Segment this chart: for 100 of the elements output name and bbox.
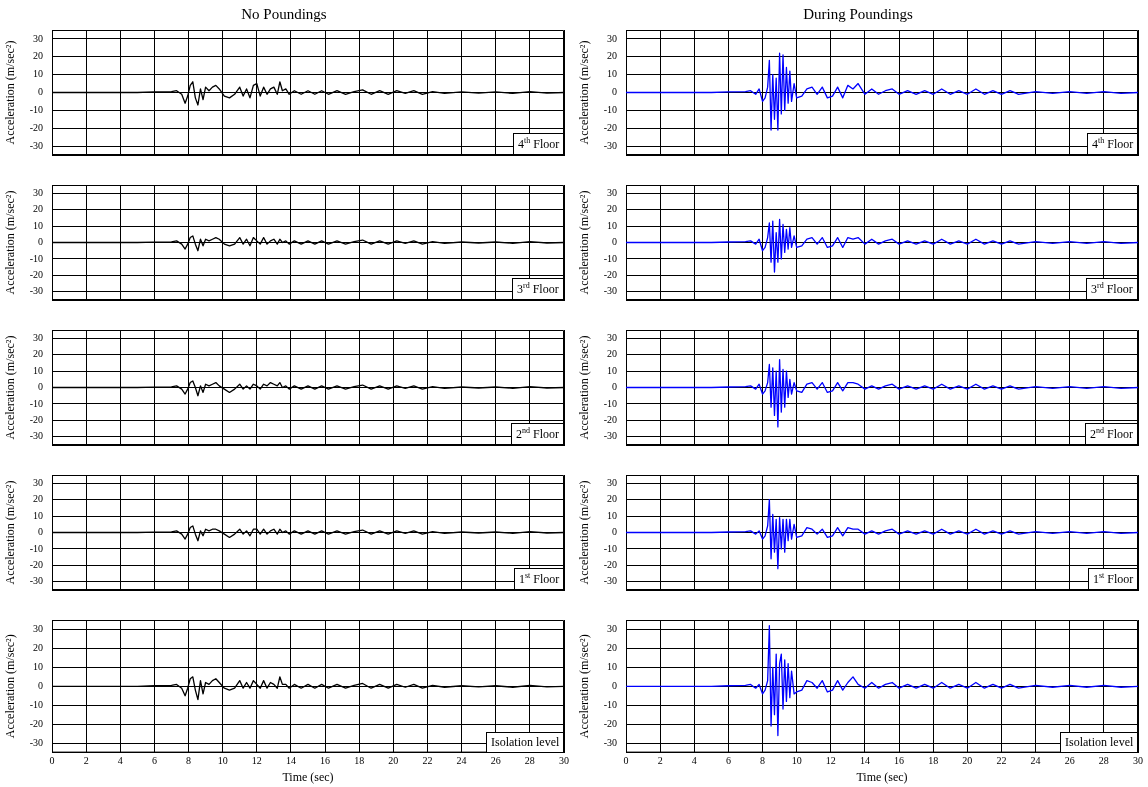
y-tick-label: -30 (603, 285, 617, 297)
y-tick-label: -10 (603, 103, 617, 115)
x-tick-label: 22 (996, 755, 1007, 767)
y-tick-label: 10 (607, 364, 617, 376)
x-tick-label: 18 (354, 755, 365, 767)
x-tick-label: 2 (657, 755, 663, 767)
x-tick-label: 26 (490, 755, 501, 767)
y-axis-title: Acceleration (m/sec²) (577, 190, 592, 295)
annotation: 2$^{nd}$ Floor (511, 423, 565, 445)
y-tick-label: -10 (603, 397, 617, 409)
x-tick-label: 24 (456, 755, 467, 767)
y-tick-label: 0 (38, 86, 43, 98)
annotation: 4$^{th}$ Floor (513, 133, 565, 155)
x-tick-label: 10 (217, 755, 228, 767)
y-tick-label: 30 (607, 623, 617, 635)
y-tick-label: 0 (38, 236, 43, 248)
y-tick-label: -20 (29, 413, 43, 425)
y-tick-label: 20 (607, 50, 617, 62)
y-tick-label: 20 (607, 493, 617, 505)
y-tick-label: -30 (29, 575, 43, 587)
y-axis-title: Acceleration (m/sec²) (3, 480, 18, 585)
y-tick-label: 0 (612, 679, 617, 691)
x-tick-label: 26 (1064, 755, 1075, 767)
y-tick-label: 20 (607, 642, 617, 654)
y-tick-label: 20 (33, 493, 43, 505)
y-axis-title: Acceleration (m/sec²) (3, 634, 18, 739)
annotation: 3$^{rd}$ Floor (1086, 278, 1138, 300)
y-tick-label: 10 (33, 364, 43, 376)
y-tick-label: -10 (29, 698, 43, 710)
annotation: 4$^{th}$ Floor (1087, 133, 1139, 155)
y-tick-label: -20 (603, 717, 617, 729)
y-tick-label: 30 (33, 623, 43, 635)
y-tick-label: -20 (603, 121, 617, 133)
y-tick-label: 10 (607, 219, 617, 231)
y-tick-label: 30 (33, 476, 43, 488)
y-tick-label: -20 (603, 268, 617, 280)
x-tick-label: 28 (1098, 755, 1109, 767)
x-tick-label: 22 (422, 755, 433, 767)
y-tick-label: -30 (603, 430, 617, 442)
x-tick-label: 16 (894, 755, 905, 767)
annotation: 1$^{st}$ Floor (1088, 568, 1139, 590)
y-axis-title: Acceleration (m/sec²) (3, 190, 18, 295)
y-axis-title: Acceleration (m/sec²) (3, 40, 18, 145)
x-tick-label: 6 (725, 755, 731, 767)
x-axis-title: Time (sec) (282, 769, 334, 784)
annotation: 1$^{st}$ Floor (514, 568, 565, 590)
x-tick-label: 10 (791, 755, 802, 767)
y-tick-label: -10 (29, 397, 43, 409)
y-tick-label: 0 (38, 381, 43, 393)
x-tick-label: 20 (962, 755, 973, 767)
y-tick-label: -20 (29, 717, 43, 729)
y-tick-label: 0 (612, 526, 617, 538)
y-tick-label: 0 (38, 526, 43, 538)
y-tick-label: -30 (29, 736, 43, 748)
y-tick-label: 20 (33, 203, 43, 215)
x-tick-label: 4 (117, 755, 123, 767)
chart-title: No Poundings (241, 5, 327, 22)
y-tick-label: 10 (33, 509, 43, 521)
y-tick-label: 20 (33, 50, 43, 62)
chart-title: During Poundings (803, 5, 913, 22)
y-axis-title: Acceleration (m/sec²) (577, 634, 592, 739)
y-tick-label: 20 (607, 203, 617, 215)
y-tick-label: -30 (29, 430, 43, 442)
annotation: 3$^{rd}$ Floor (512, 278, 564, 300)
y-tick-label: 30 (33, 186, 43, 198)
x-tick-label: 8 (186, 755, 192, 767)
annotation: Isolation level (1060, 731, 1139, 753)
y-tick-label: 30 (33, 32, 43, 44)
y-tick-label: 10 (607, 509, 617, 521)
y-tick-label: 0 (612, 381, 617, 393)
y-axis-title: Acceleration (m/sec²) (577, 40, 592, 145)
y-axis-title: Acceleration (m/sec²) (577, 335, 592, 440)
x-tick-label: 0 (49, 755, 55, 767)
x-tick-label: 0 (623, 755, 629, 767)
y-tick-label: 0 (612, 236, 617, 248)
y-tick-label: -30 (603, 575, 617, 587)
y-tick-label: 10 (607, 68, 617, 80)
y-tick-label: 30 (607, 32, 617, 44)
y-tick-label: 10 (33, 660, 43, 672)
x-tick-label: 14 (285, 755, 296, 767)
y-tick-label: 0 (38, 679, 43, 691)
y-tick-label: -10 (29, 542, 43, 554)
y-axis-title: Acceleration (m/sec²) (3, 335, 18, 440)
x-tick-label: 28 (524, 755, 535, 767)
x-tick-label: 6 (151, 755, 157, 767)
y-tick-label: -20 (603, 413, 617, 425)
y-axis-title: Acceleration (m/sec²) (577, 480, 592, 585)
y-tick-label: -10 (603, 542, 617, 554)
annotation: Isolation level (486, 731, 565, 753)
x-tick-label: 8 (760, 755, 766, 767)
y-tick-label: -30 (603, 139, 617, 151)
y-tick-label: -20 (29, 558, 43, 570)
x-tick-label: 30 (559, 755, 569, 767)
y-tick-label: 30 (607, 186, 617, 198)
y-tick-label: 20 (33, 642, 43, 654)
y-tick-label: -10 (29, 252, 43, 264)
y-tick-label: -30 (29, 285, 43, 297)
y-tick-label: 0 (612, 86, 617, 98)
x-tick-label: 14 (859, 755, 870, 767)
x-tick-label: 20 (388, 755, 399, 767)
